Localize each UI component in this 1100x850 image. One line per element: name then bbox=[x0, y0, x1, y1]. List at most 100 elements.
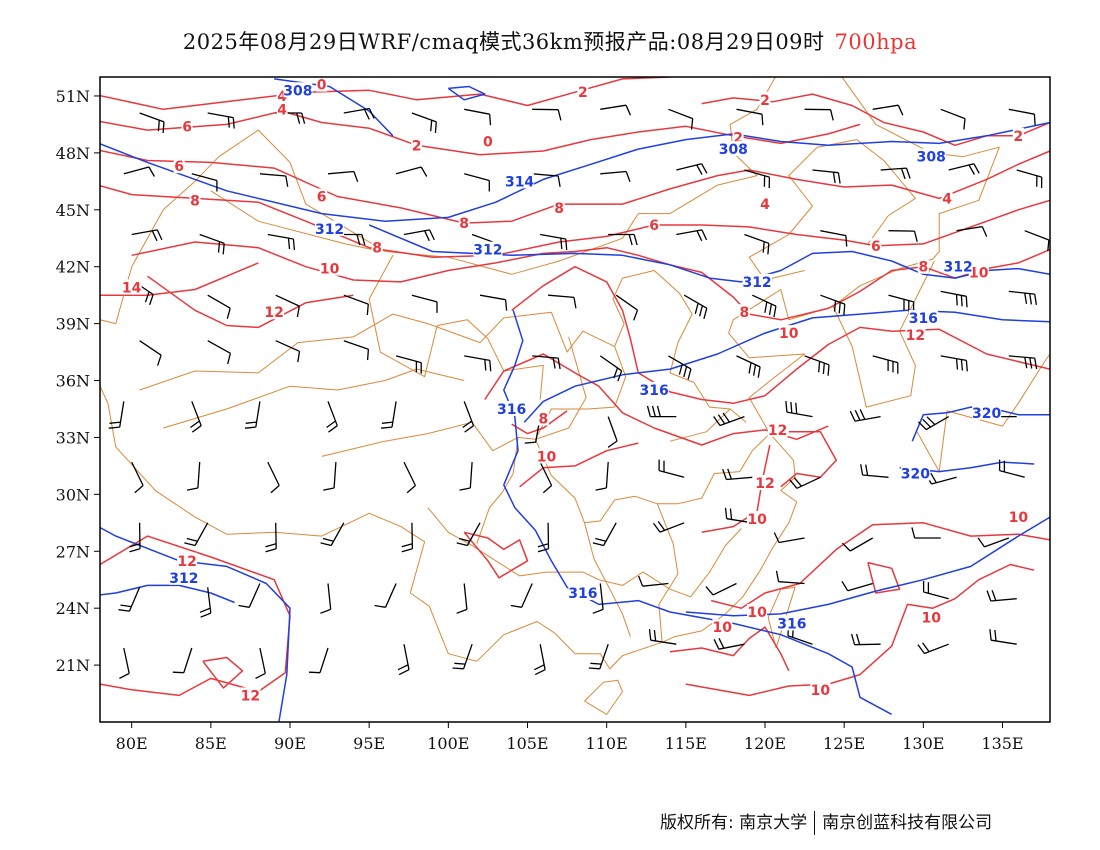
wind-barb bbox=[320, 522, 345, 547]
temperature-label-bg bbox=[577, 84, 589, 100]
y-tick-label: 33N bbox=[56, 428, 90, 447]
boundary-line bbox=[321, 406, 615, 457]
y-tick-label: 30N bbox=[56, 485, 90, 504]
wind-barb bbox=[1008, 290, 1038, 306]
temperature-label-bg bbox=[371, 239, 383, 255]
wind-barb bbox=[191, 173, 218, 192]
wind-barb bbox=[917, 416, 950, 431]
wind-barb bbox=[940, 108, 966, 130]
temperature-label: 0 bbox=[317, 78, 327, 94]
temperature-label: 8 bbox=[538, 411, 548, 427]
wind-barb bbox=[343, 340, 370, 361]
height-contour bbox=[447, 85, 486, 101]
wind-barb bbox=[326, 401, 338, 433]
wind-barb bbox=[775, 570, 805, 585]
height-label-bg bbox=[568, 585, 598, 600]
temperature-label: 8 bbox=[740, 305, 750, 321]
wind-barb bbox=[131, 461, 144, 494]
wind-barb bbox=[456, 522, 481, 547]
wind-barb bbox=[607, 416, 618, 448]
temperature-label: 2 bbox=[1013, 129, 1023, 145]
wind-barb bbox=[880, 167, 911, 180]
wind-barb bbox=[676, 229, 708, 242]
boundary-line bbox=[656, 503, 679, 643]
wind-barb bbox=[588, 643, 609, 670]
temperature-contour bbox=[511, 410, 568, 435]
temperature-label: 2 bbox=[760, 93, 770, 109]
x-tick-label: 130E bbox=[902, 734, 944, 753]
temperature-label-bg bbox=[411, 137, 423, 153]
wind-barb bbox=[265, 522, 277, 553]
height-label-bg bbox=[900, 465, 930, 481]
wind-barb bbox=[456, 583, 468, 614]
wind-barb bbox=[186, 462, 201, 491]
wind-barb bbox=[841, 580, 873, 592]
wind-barb bbox=[860, 464, 889, 478]
temperature-label: 0 bbox=[483, 135, 493, 151]
copyright: 版权所有: 南京大学 南京创蓝科技有限公司 bbox=[660, 808, 992, 835]
boundary-line bbox=[584, 679, 623, 715]
wind-barb bbox=[267, 233, 296, 250]
height-label: 312 bbox=[315, 222, 344, 238]
wind-barb bbox=[676, 163, 708, 175]
wind-barb bbox=[668, 355, 692, 380]
height-label: 320 bbox=[901, 466, 930, 482]
height-label-bg bbox=[169, 569, 199, 585]
wind-barb bbox=[139, 340, 162, 366]
boundary-line bbox=[210, 190, 382, 252]
boundary-lines bbox=[100, 77, 1050, 715]
wind-barb bbox=[532, 355, 561, 370]
height-label: 308 bbox=[283, 83, 312, 99]
wind-barb bbox=[108, 401, 125, 429]
temperature-label-bg bbox=[810, 681, 831, 697]
height-contour bbox=[523, 309, 1050, 423]
wind-barb bbox=[911, 527, 941, 539]
temperature-label: 12 bbox=[241, 688, 260, 704]
wind-barb bbox=[327, 170, 359, 183]
y-tick-label: 21N bbox=[56, 656, 90, 675]
temperature-label: 12 bbox=[906, 328, 925, 344]
temperature-label: 4 bbox=[942, 191, 952, 207]
temperature-label-bg bbox=[319, 260, 340, 276]
boundary-line bbox=[584, 522, 631, 637]
wind-barb bbox=[397, 644, 410, 676]
x-tick-label: 110E bbox=[586, 734, 628, 753]
wind-barb bbox=[123, 166, 155, 177]
wind-barb bbox=[600, 170, 631, 183]
wind-barb bbox=[785, 401, 813, 418]
wind-barb bbox=[713, 412, 745, 427]
wind-barb bbox=[940, 290, 968, 308]
temperature-label: 12 bbox=[755, 476, 774, 492]
y-tick-label: 42N bbox=[56, 258, 90, 277]
wind-barb bbox=[401, 522, 414, 553]
wind-barb bbox=[267, 461, 280, 494]
wind-barb bbox=[118, 587, 141, 612]
wind-barb bbox=[308, 647, 329, 674]
temperature-contour bbox=[867, 561, 901, 594]
wind-barb bbox=[131, 229, 163, 242]
temperature-label-bg bbox=[1008, 509, 1029, 525]
x-tick-label: 115E bbox=[665, 734, 707, 753]
wind-barb bbox=[592, 583, 604, 614]
wind-barb bbox=[411, 112, 437, 133]
wind-barb bbox=[956, 225, 988, 237]
temperature-label-bg bbox=[732, 129, 744, 145]
wind-barb bbox=[190, 401, 202, 433]
temperature-label-bg bbox=[240, 687, 261, 703]
copyright-divider bbox=[814, 811, 816, 835]
temperature-label: 10 bbox=[537, 449, 557, 465]
height-label-bg bbox=[742, 273, 772, 289]
temperature-label: 8 bbox=[190, 193, 200, 209]
wind-barb bbox=[652, 521, 685, 533]
temperature-label: 12 bbox=[264, 305, 283, 321]
temperature-label: 10 bbox=[713, 620, 733, 636]
temperature-label-bg bbox=[553, 199, 565, 215]
wind-barb bbox=[744, 169, 771, 189]
wind-barb bbox=[820, 230, 848, 247]
y-tick-label: 27N bbox=[56, 542, 90, 561]
height-contour bbox=[100, 584, 235, 604]
boundary-line bbox=[832, 77, 1000, 307]
temperature-label-bg bbox=[778, 325, 799, 341]
